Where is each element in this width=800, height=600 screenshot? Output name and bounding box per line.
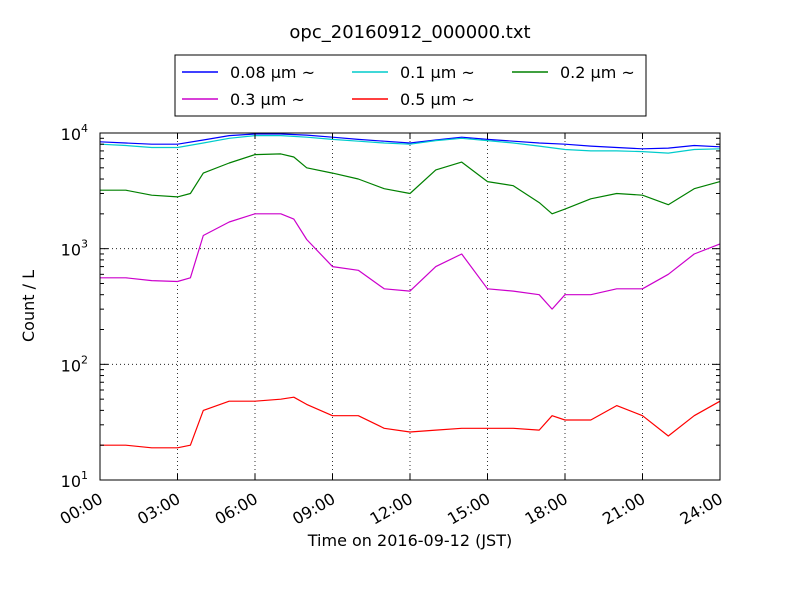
y-tick-label: 104 (61, 122, 88, 144)
y-tick-label: 101 (61, 469, 88, 491)
legend-label: 0.1 μm ~ (400, 63, 475, 82)
series-line (100, 213, 721, 310)
plot-lines (99, 133, 721, 449)
legend-box (174, 54, 647, 117)
series-line (100, 153, 721, 215)
grid (100, 133, 720, 480)
legend-label: 0.5 μm ~ (400, 90, 475, 109)
legend-label: 0.08 μm ~ (230, 63, 315, 82)
series-line (99, 133, 721, 150)
x-axis-label: Time on 2016-09-12 (JST) (307, 531, 512, 550)
y-tick-label: 102 (61, 353, 88, 375)
y-tick-label: 103 (61, 238, 88, 260)
legend-label: 0.2 μm ~ (560, 63, 635, 82)
series-line (99, 135, 721, 154)
y-axis-label: Count / L (19, 270, 38, 342)
chart-title: opc_20160912_000000.txt (289, 22, 530, 43)
legend: 0.08 μm ~ 0.1 μm ~ 0.2 μm ~ 0.3 μm ~ 0.5 μm … (174, 54, 647, 117)
series-line (100, 396, 721, 449)
legend-label: 0.3 μm ~ (230, 90, 305, 109)
